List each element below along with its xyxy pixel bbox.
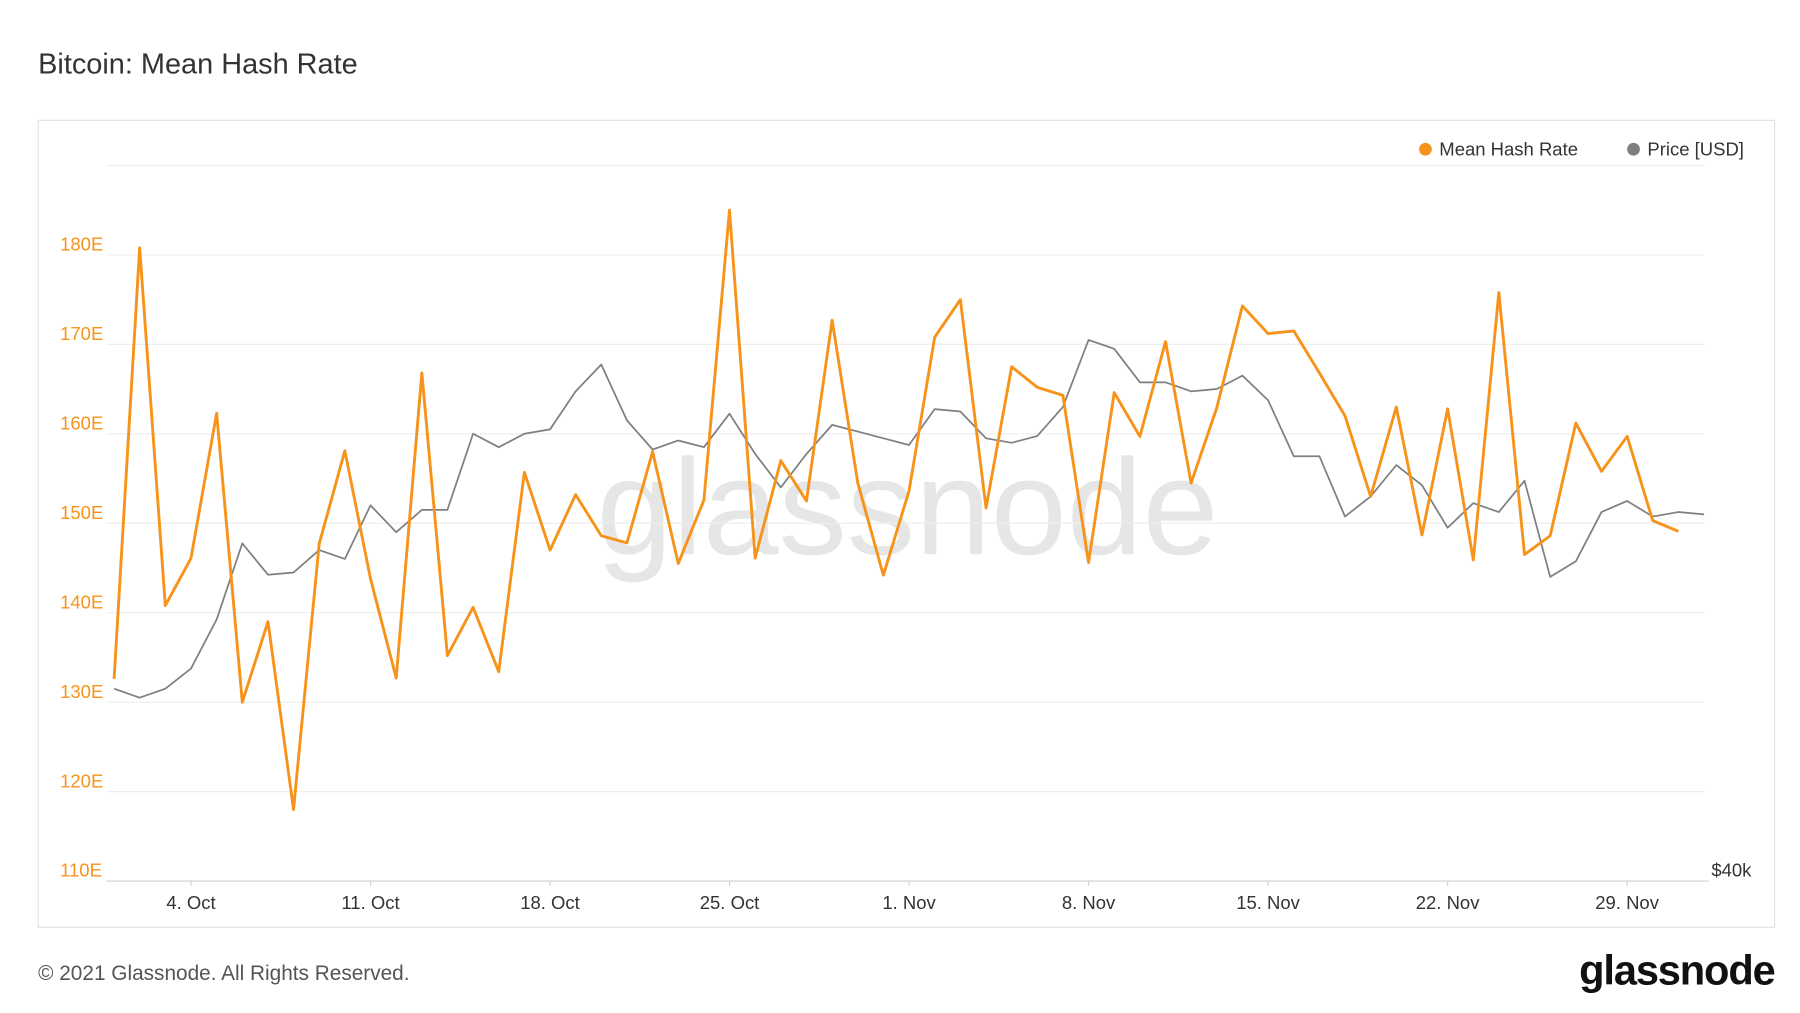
y-tick-label: 110E xyxy=(60,860,102,881)
x-tick-label: 18. Oct xyxy=(520,892,580,913)
x-tick-label: 11. Oct xyxy=(341,892,399,913)
x-tick-label: 15. Nov xyxy=(1236,892,1300,913)
legend-label: Price [USD] xyxy=(1647,138,1744,159)
y-tick-label: 160E xyxy=(60,412,103,433)
series-line xyxy=(113,339,1705,699)
y2-tick-label: $40k xyxy=(1711,860,1752,881)
series-line xyxy=(112,208,1679,811)
y-tick-label: 150E xyxy=(60,502,103,523)
x-tick-label: 25. Oct xyxy=(700,892,760,913)
legend-label: Mean Hash Rate xyxy=(1439,138,1578,159)
y-tick-label: 120E xyxy=(60,770,103,791)
legend-marker xyxy=(1419,142,1432,156)
x-tick-label: 22. Nov xyxy=(1416,892,1480,913)
y-tick-label: 130E xyxy=(60,681,103,702)
x-tick-label: 8. Nov xyxy=(1062,892,1116,913)
logo: glassnode xyxy=(1579,947,1774,994)
x-tick-label: 1. Nov xyxy=(882,892,936,913)
chart-title: Bitcoin: Mean Hash Rate xyxy=(38,49,358,81)
x-tick-label: 4. Oct xyxy=(166,892,215,913)
y-tick-label: 140E xyxy=(60,591,103,612)
legend-marker xyxy=(1627,142,1640,156)
watermark: glassnode xyxy=(597,431,1219,583)
x-tick-label: 29. Nov xyxy=(1595,892,1659,913)
y-tick-label: 180E xyxy=(60,234,103,255)
y-tick-label: 170E xyxy=(60,323,103,344)
copyright: © 2021 Glassnode. All Rights Reserved. xyxy=(38,962,409,985)
